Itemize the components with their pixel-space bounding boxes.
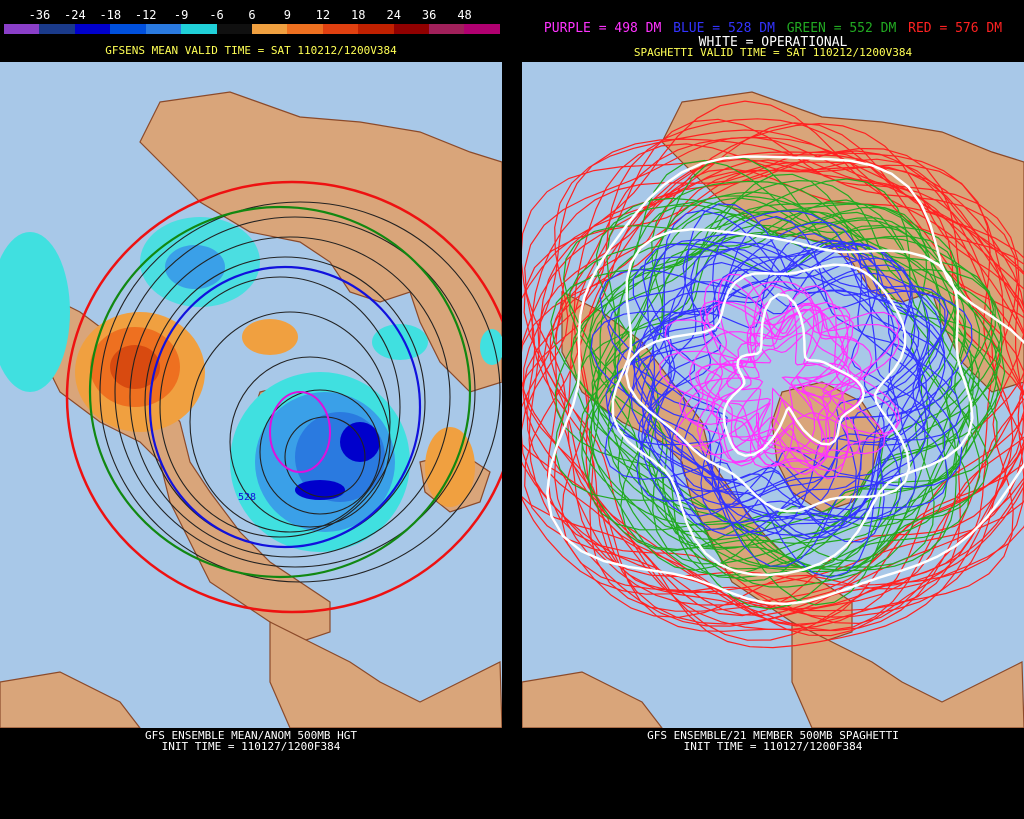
spaghetti-member-line	[524, 136, 1024, 627]
legend-green: GREEN = 552 DM	[786, 21, 897, 36]
colorbar-tick-label: 12	[315, 8, 331, 22]
colorbar-segment	[145, 24, 182, 34]
spaghetti-member-line	[522, 166, 1024, 625]
colorbar-labels: -36 -24 -18 -12 -9 -6 6 9 12 18 24 36 48	[4, 8, 500, 22]
legend-red: RED = 576 DM	[908, 21, 1003, 36]
spaghetti-member-line	[637, 263, 949, 521]
spaghetti-member-line	[595, 224, 967, 606]
colorbar-tick-label: 9	[283, 8, 292, 22]
left-footer-init: INIT TIME = 110127/1200F384	[161, 740, 341, 753]
spaghetti-member-line	[664, 304, 849, 455]
colorbar-segment	[4, 24, 40, 34]
spaghetti-member-line	[543, 122, 1024, 586]
legend-blue: BLUE = 528 DM	[673, 21, 775, 36]
colorbar-segment	[287, 24, 323, 34]
spaghetti-map	[522, 62, 1024, 728]
colorbar-segment	[216, 24, 252, 34]
anomaly-colorbar	[4, 24, 500, 34]
spaghetti-member-line	[667, 241, 946, 524]
left-height-contours	[99, 201, 501, 583]
spaghetti-member-line	[703, 278, 873, 467]
left-valid-time-header: GFSENS MEAN VALID TIME = SAT 110212/1200…	[105, 44, 397, 57]
colorbar-segment	[393, 24, 430, 34]
spaghetti-member-line	[522, 122, 1024, 625]
colorbar-tick-label: 24	[386, 8, 401, 22]
colorbar-segment	[74, 24, 111, 34]
spaghetti-member-line	[589, 211, 995, 571]
ensemble-mean-map: 528	[0, 62, 502, 728]
spaghetti-member-line	[675, 302, 832, 470]
spaghetti-member-line	[599, 245, 921, 521]
spaghetti-member-line	[654, 209, 946, 537]
spaghetti-member-line	[678, 301, 886, 475]
spaghetti-lines	[522, 100, 1024, 649]
spaghetti-member-line	[522, 129, 1024, 606]
colorbar-tick-label: 48	[457, 8, 472, 22]
colorbar-tick-label: -9	[173, 8, 189, 22]
colorbar-tick-label: -24	[64, 8, 86, 22]
colorbar-segment	[110, 24, 146, 34]
operational-line	[624, 263, 911, 513]
left-contour-label: 528	[238, 492, 256, 503]
spaghetti-legend: PURPLE = 498 DM BLUE = 528 DM GREEN = 55…	[522, 21, 1024, 36]
spaghetti-member-line	[630, 243, 931, 579]
right-valid-time-header: SPAGHETTI VALID TIME = SAT 110212/1200V3…	[633, 46, 913, 59]
spaghetti-member-line	[632, 242, 954, 505]
operational-line	[611, 228, 974, 577]
left-528-contour	[148, 265, 422, 549]
spaghetti-member-line	[659, 309, 851, 459]
colorbar-segment	[251, 24, 288, 34]
left-footer-title: GFS ENSEMBLE MEAN/ANOM 500MB HGT	[145, 729, 357, 742]
left-552-contour	[88, 205, 472, 579]
spaghetti-member-line	[522, 164, 1014, 649]
spaghetti-member-line	[522, 150, 1024, 637]
spaghetti-member-line	[616, 261, 942, 567]
spaghetti-member-line	[570, 211, 1002, 610]
colorbar-tick-label: -18	[99, 8, 122, 22]
spaghetti-member-line	[588, 178, 980, 572]
colorbar-segment	[464, 24, 500, 34]
colorbar-segment	[39, 24, 75, 34]
colorbar-tick-label: -36	[28, 8, 51, 22]
colorbar-segment	[358, 24, 394, 34]
colorbar-tick-label: 6	[248, 8, 256, 22]
right-footer-title: GFS ENSEMBLE/21 MEMBER 500MB SPAGHETTI	[647, 729, 899, 742]
operational-line	[722, 293, 866, 457]
left-498-contour	[269, 391, 331, 473]
spaghetti-member-line	[634, 210, 963, 511]
spaghetti-member-line	[607, 264, 913, 533]
colorbar-tick-label: -12	[134, 8, 157, 22]
spaghetti-member-line	[537, 168, 1024, 641]
spaghetti-member-line	[706, 273, 851, 467]
legend-purple: PURPLE = 498 DM	[543, 21, 662, 36]
spaghetti-panel: PURPLE = 498 DM BLUE = 528 DM GREEN = 55…	[522, 0, 1024, 819]
spaghetti-member-line	[695, 289, 861, 459]
colorbar-tick-label: 18	[351, 8, 366, 22]
colorbar-segment	[429, 24, 465, 34]
spaghetti-member-line	[704, 280, 901, 454]
spaghetti-member-line	[546, 147, 1024, 618]
colorbar-tick-label: -6	[209, 8, 224, 22]
colorbar-segment	[181, 24, 217, 34]
colorbar-tick-label: 36	[421, 8, 437, 22]
operational-line	[546, 155, 1024, 606]
colorbar-segment	[322, 24, 359, 34]
spaghetti-member-line	[640, 233, 896, 543]
spaghetti-member-line	[688, 311, 900, 472]
spaghetti-member-line	[604, 179, 981, 533]
spaghetti-member-line	[716, 284, 863, 463]
spaghetti-member-line	[554, 206, 951, 588]
spaghetti-member-line	[646, 238, 973, 539]
right-footer-init: INIT TIME = 110127/1200F384	[683, 740, 863, 753]
panel-divider	[502, 0, 522, 819]
ensemble-mean-panel: -36 -24 -18 -12 -9 -6 6 9 12 18 24 36 48 GFSENS MEAN…	[0, 0, 502, 819]
spaghetti-member-line	[632, 221, 921, 520]
legend-white: WHITE = OPERATIONAL	[698, 35, 848, 50]
spaghetti-member-line	[528, 100, 1024, 618]
left-576-contour	[65, 180, 502, 614]
spaghetti-member-line	[522, 159, 1019, 632]
spaghetti-member-line	[522, 118, 1024, 594]
